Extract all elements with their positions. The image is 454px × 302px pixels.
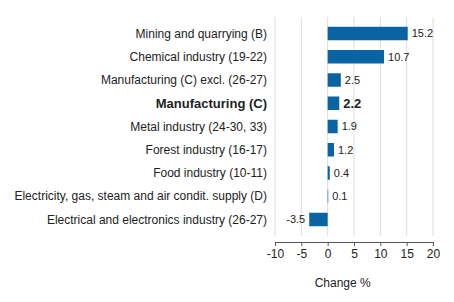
category-label: Forest industry (16-17) (146, 143, 267, 157)
data-label: -3.5 (286, 213, 305, 225)
x-axis: -10 -5 0 5 10 15 20 (267, 242, 441, 261)
tick-mark (407, 242, 408, 246)
tick: 20 (427, 242, 441, 261)
bar (328, 166, 330, 179)
tick-mark (275, 242, 276, 246)
grid-line (301, 17, 302, 236)
data-label: 1.9 (342, 120, 357, 132)
data-label: 0.4 (334, 167, 349, 179)
tick: 0 (325, 242, 332, 261)
category-label: Electrical and electronics industry (26-… (47, 213, 267, 227)
tick-label: -10 (267, 247, 285, 261)
tick-mark (380, 242, 381, 246)
bar (328, 143, 334, 156)
tick-label: 15 (400, 247, 414, 261)
tick: 5 (351, 242, 358, 261)
category-label: Metal industry (24-30, 33) (130, 120, 267, 134)
bar (328, 50, 384, 63)
chart: -10 -5 0 5 10 15 20 Mining and quarrying (B) Che… (0, 0, 454, 302)
category-label: Chemical industry (19-22) (130, 50, 267, 64)
grid (275, 17, 433, 236)
data-label: 10.7 (388, 51, 409, 63)
tick-mark (328, 242, 329, 246)
plot: -10 -5 0 5 10 15 20 Mining and quarrying (B) Che… (14, 17, 440, 261)
category-label: Food industry (10-11) (153, 166, 267, 180)
tick-label: 0 (325, 247, 332, 261)
data-labels: 15.210.7 2.5 2.2 1.9 1.2 0.4 0.1 -3.5 (286, 27, 433, 225)
category-label: Electricity, gas, steam and air condit. … (14, 189, 267, 203)
category-label: Mining and quarrying (B) (136, 27, 267, 41)
category-label: Manufacturing (C) excl. (26-27) (101, 73, 267, 87)
tick-label: -5 (296, 247, 307, 261)
bar (309, 213, 327, 226)
data-label: 2.2 (343, 96, 361, 111)
tick-mark (433, 242, 434, 246)
tick-mark (354, 242, 355, 246)
grid-line (275, 17, 276, 236)
data-label: 15.2 (412, 27, 433, 39)
data-label: 1.2 (338, 144, 353, 156)
axis-line (276, 243, 434, 247)
category-labels: Mining and quarrying (B) Chemical industr… (14, 27, 267, 227)
tick: -10 (267, 242, 285, 261)
data-label: 0.1 (332, 190, 347, 202)
tick-mark (301, 242, 302, 246)
data-label: 2.5 (345, 74, 360, 86)
tick-label: 10 (374, 247, 388, 261)
bar (328, 73, 341, 86)
grid-line (380, 17, 381, 236)
tick: 15 (400, 242, 414, 261)
bar (328, 97, 340, 110)
x-axis-title: Change % (315, 276, 371, 290)
bar (328, 120, 338, 133)
tick-label: 20 (427, 247, 441, 261)
bar (327, 190, 329, 203)
category-label: Manufacturing (C) (156, 96, 267, 111)
grid-line (433, 17, 434, 236)
bar (328, 27, 408, 40)
tick-label: 5 (351, 247, 358, 261)
tick: 10 (374, 242, 388, 261)
tick: -5 (296, 242, 307, 261)
